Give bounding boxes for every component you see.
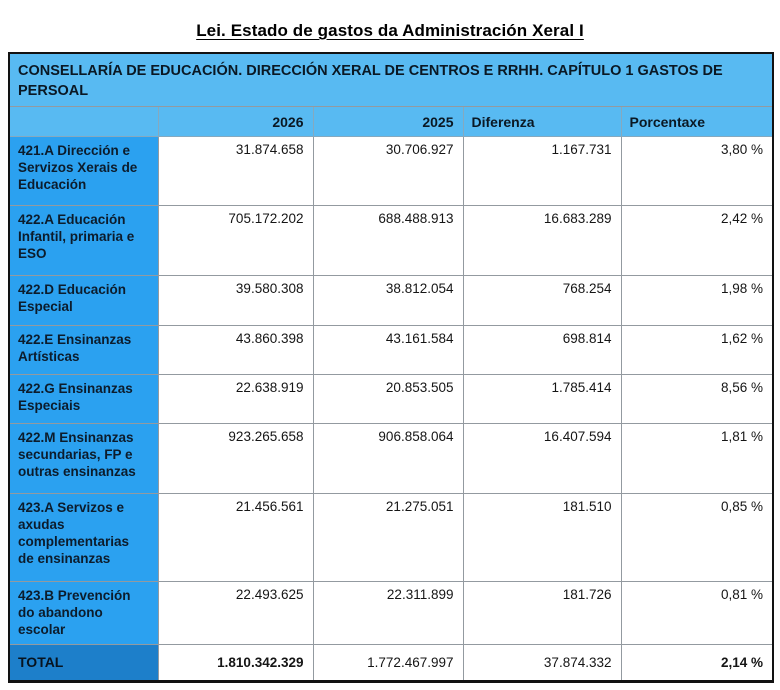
value-diferenza: 1.167.731 <box>462 135 622 206</box>
table-row: 422.M Ensinanzas secundarias, FP e outra… <box>8 422 774 494</box>
value-2025: 20.853.505 <box>312 373 464 424</box>
value-2025: 906.858.064 <box>312 422 464 494</box>
table-row: 422.D Educación Especial 39.580.308 38.8… <box>8 274 774 326</box>
value-2025: 43.161.584 <box>312 324 464 375</box>
value-2026: 22.638.919 <box>157 373 314 424</box>
value-porcentaxe: 1,98 % <box>620 274 774 326</box>
total-label: TOTAL <box>8 643 159 682</box>
row-label: 423.A Servizos e axudas complementarias … <box>8 492 159 582</box>
section-header: CONSELLARÍA DE EDUCACIÓN. DIRECCIÓN XERA… <box>8 52 774 107</box>
value-2026: 43.860.398 <box>157 324 314 375</box>
total-value-2026: 1.810.342.329 <box>157 643 314 682</box>
row-label: 422.E Ensinanzas Artísticas <box>8 324 159 375</box>
budget-table-container: CONSELLARÍA DE EDUCACIÓN. DIRECCIÓN XERA… <box>8 52 775 683</box>
column-header-empty <box>8 105 159 137</box>
table-row: 423.A Servizos e axudas complementarias … <box>8 492 774 582</box>
value-diferenza: 768.254 <box>462 274 622 326</box>
table-row: 422.A Educación Infantil, primaria e ESO… <box>8 204 774 276</box>
table-row: 422.G Ensinanzas Especiais 22.638.919 20… <box>8 373 774 424</box>
table-row: 422.E Ensinanzas Artísticas 43.860.398 4… <box>8 324 774 375</box>
section-header-row: CONSELLARÍA DE EDUCACIÓN. DIRECCIÓN XERA… <box>8 52 774 107</box>
value-2025: 22.311.899 <box>312 580 464 645</box>
column-header-2025: 2025 <box>312 105 464 137</box>
value-2026: 923.265.658 <box>157 422 314 494</box>
value-2025: 688.488.913 <box>312 204 464 276</box>
column-header-porcentaxe: Porcentaxe <box>620 105 774 137</box>
row-label: 422.A Educación Infantil, primaria e ESO <box>8 204 159 276</box>
total-value-2025: 1.772.467.997 <box>312 643 464 682</box>
value-porcentaxe: 2,42 % <box>620 204 774 276</box>
budget-table: CONSELLARÍA DE EDUCACIÓN. DIRECCIÓN XERA… <box>8 52 775 683</box>
table-row: 421.A Dirección e Servizos Xerais de Edu… <box>8 135 774 206</box>
value-2026: 39.580.308 <box>157 274 314 326</box>
value-2026: 31.874.658 <box>157 135 314 206</box>
row-label: 423.B Prevención do abandono escolar <box>8 580 159 645</box>
value-diferenza: 181.726 <box>462 580 622 645</box>
value-2026: 705.172.202 <box>157 204 314 276</box>
value-porcentaxe: 0,81 % <box>620 580 774 645</box>
total-row: TOTAL 1.810.342.329 1.772.467.997 37.874… <box>8 643 774 682</box>
value-diferenza: 181.510 <box>462 492 622 582</box>
value-2025: 21.275.051 <box>312 492 464 582</box>
value-2025: 30.706.927 <box>312 135 464 206</box>
page-title: Lei. Estado de gastos da Administración … <box>196 21 584 40</box>
row-label: 422.D Educación Especial <box>8 274 159 326</box>
value-2026: 22.493.625 <box>157 580 314 645</box>
total-value-diferenza: 37.874.332 <box>462 643 622 682</box>
value-diferenza: 16.683.289 <box>462 204 622 276</box>
value-porcentaxe: 0,85 % <box>620 492 774 582</box>
row-label: 422.M Ensinanzas secundarias, FP e outra… <box>8 422 159 494</box>
value-porcentaxe: 1,62 % <box>620 324 774 375</box>
column-header-row: 2026 2025 Diferenza Porcentaxe <box>8 105 774 137</box>
row-label: 422.G Ensinanzas Especiais <box>8 373 159 424</box>
value-diferenza: 1.785.414 <box>462 373 622 424</box>
value-porcentaxe: 1,81 % <box>620 422 774 494</box>
value-diferenza: 16.407.594 <box>462 422 622 494</box>
value-porcentaxe: 8,56 % <box>620 373 774 424</box>
value-porcentaxe: 3,80 % <box>620 135 774 206</box>
value-2026: 21.456.561 <box>157 492 314 582</box>
table-row: 423.B Prevención do abandono escolar 22.… <box>8 580 774 645</box>
value-2025: 38.812.054 <box>312 274 464 326</box>
column-header-diferenza: Diferenza <box>462 105 622 137</box>
value-diferenza: 698.814 <box>462 324 622 375</box>
column-header-2026: 2026 <box>157 105 314 137</box>
total-value-porcentaxe: 2,14 % <box>620 643 774 682</box>
row-label: 421.A Dirección e Servizos Xerais de Edu… <box>8 135 159 206</box>
